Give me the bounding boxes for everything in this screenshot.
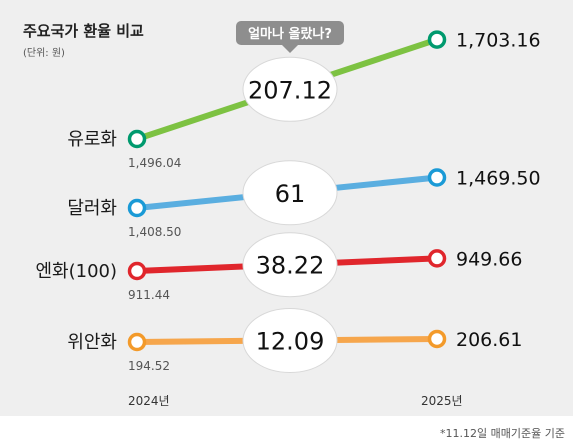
series-layer: 207.12 유로화 1,496.04 1,703.16 61 달러화 1,408.50 1,… <box>35 30 540 373</box>
start-value-1: 1,408.50 <box>128 225 181 239</box>
end-value-0: 1,703.16 <box>456 30 541 52</box>
series-2: 38.22 엔화(100) 911.44 949.66 <box>35 232 522 302</box>
diff-label-3: 12.09 <box>256 327 325 355</box>
diff-label-1: 61 <box>275 180 306 208</box>
end-value-1: 1,469.50 <box>456 168 541 190</box>
series-name-3: 위안화 <box>67 332 117 353</box>
diff-label-2: 38.22 <box>256 252 325 280</box>
series-name-2: 엔화(100) <box>35 261 117 282</box>
point-2024-0 <box>127 129 147 149</box>
callout-badge: 얼마나 올랐나? <box>236 21 344 53</box>
point-2025-3 <box>427 329 447 349</box>
chart-title: 주요국가 환율 비교 <box>23 22 144 40</box>
series-1: 61 달러화 1,408.50 1,469.50 <box>67 160 541 239</box>
point-2025-1 <box>427 168 447 187</box>
end-value-2: 949.66 <box>456 248 522 270</box>
point-2025-2 <box>427 249 447 268</box>
callout-pointer <box>282 45 298 53</box>
start-value-2: 911.44 <box>128 288 170 302</box>
x-tick-2024: 2024년 <box>128 394 170 408</box>
end-value-3: 206.61 <box>456 329 522 351</box>
start-value-0: 1,496.04 <box>128 156 181 170</box>
series-0: 207.12 유로화 1,496.04 1,703.16 <box>67 30 540 170</box>
diff-bubble-2 <box>242 232 338 298</box>
chart-unit: (단위: 원) <box>23 46 65 59</box>
diff-label-0: 207.12 <box>248 76 332 104</box>
diff-bubble-3 <box>242 307 338 373</box>
callout-box <box>236 21 344 45</box>
series-3: 12.09 위안화 194.52 206.61 <box>67 307 522 373</box>
point-2024-2 <box>127 261 147 281</box>
footnote: *11.12일 매매기준율 기준 <box>440 427 565 440</box>
x-tick-2025: 2025년 <box>421 394 463 408</box>
point-2024-1 <box>127 198 147 218</box>
series-name-1: 달러화 <box>67 198 117 219</box>
start-value-3: 194.52 <box>128 359 170 373</box>
point-2025-0 <box>427 30 447 49</box>
diff-bubble-1 <box>242 160 338 226</box>
exchange-rate-chart: 주요국가 환율 비교 (단위: 원) 얼마나 올랐나? 207.12 유로화 1,4… <box>23 21 541 408</box>
diff-bubble-0 <box>242 56 338 122</box>
point-2024-3 <box>127 332 147 352</box>
callout-text: 얼마나 올랐나? <box>248 26 332 42</box>
series-name-0: 유로화 <box>67 129 117 150</box>
